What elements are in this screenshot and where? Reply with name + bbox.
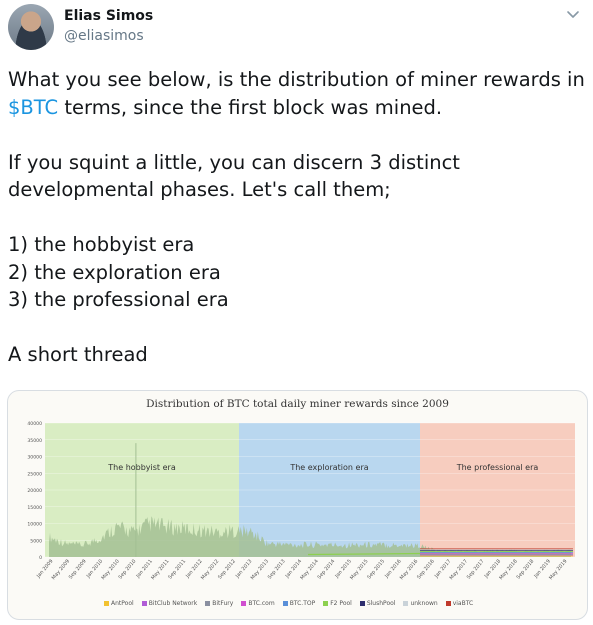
y-tick-label: 10000 bbox=[27, 522, 42, 528]
avatar[interactable] bbox=[8, 4, 54, 50]
legend-item: viaBTC bbox=[445, 600, 474, 607]
legend-swatch bbox=[403, 601, 409, 606]
legend-label: BitFury bbox=[212, 600, 234, 607]
tweet-body: What you see below, is the distribution … bbox=[8, 66, 588, 396]
legend-label: viaBTC bbox=[452, 600, 474, 607]
legend-item: BitClub Network bbox=[141, 600, 198, 607]
y-tick-label: 35000 bbox=[27, 438, 42, 444]
y-tick-label: 40000 bbox=[27, 421, 42, 427]
legend-label: SlushPool bbox=[366, 600, 396, 607]
list-item: 1) the hobbyist era bbox=[8, 233, 195, 256]
legend-item: BTC.com bbox=[241, 600, 275, 607]
legend-label: BTC.com bbox=[248, 600, 275, 607]
chart: The hobbyist era The exploration era The p… bbox=[27, 421, 575, 581]
legend-item: unknown bbox=[403, 600, 438, 607]
legend-label: F2 Pool bbox=[330, 600, 352, 607]
legend-swatch bbox=[359, 601, 365, 606]
pool-band bbox=[307, 552, 421, 556]
legend-item: F2 Pool bbox=[323, 600, 352, 607]
legend-swatch bbox=[323, 601, 329, 606]
tweet-paragraph-2: If you squint a little, you can discern … bbox=[8, 150, 460, 202]
legend-item: SlushPool bbox=[359, 600, 396, 607]
legend-item: BTC.TOP bbox=[282, 600, 316, 607]
x-tick-label: Sep 2011 bbox=[167, 558, 187, 580]
list-item: 3) the professional era bbox=[8, 288, 229, 311]
x-tick-label: Sep 2010 bbox=[118, 558, 138, 580]
y-tick-label: 15000 bbox=[27, 505, 42, 511]
era-label: The hobbyist era bbox=[107, 463, 176, 472]
author-handle[interactable]: @eliasimos bbox=[64, 28, 144, 44]
legend-item: BitFury bbox=[205, 600, 233, 607]
era-label: The exploration era bbox=[289, 463, 368, 472]
tweet-paragraph-1: What you see below, is the distribution … bbox=[8, 68, 585, 119]
y-tick-label: 20000 bbox=[27, 488, 42, 494]
x-tick-label: Sep 2014 bbox=[317, 558, 337, 580]
chart-image-card[interactable]: Distribution of BTC total daily miner re… bbox=[7, 390, 588, 620]
y-tick-label: 25000 bbox=[27, 471, 42, 477]
author-name[interactable]: Elias Simos bbox=[64, 8, 154, 24]
series-area bbox=[49, 516, 571, 557]
legend-label: unknown bbox=[410, 600, 438, 607]
cashtag-link[interactable]: $BTC bbox=[8, 95, 59, 119]
tweet-closing: A short thread bbox=[8, 343, 148, 366]
chevron-down-icon[interactable] bbox=[565, 6, 581, 22]
x-tick-label: Sep 2017 bbox=[466, 558, 486, 580]
chart-title: Distribution of BTC total daily miner re… bbox=[146, 398, 449, 410]
legend-label: BTC.TOP bbox=[289, 600, 316, 607]
x-tick-label: Sep 2012 bbox=[217, 558, 237, 580]
legend-item: AntPool bbox=[104, 600, 134, 607]
y-tick-label: 30000 bbox=[27, 455, 42, 461]
chart-legend: AntPool BitClub Network BitFury BTC.com BTC.… bbox=[104, 600, 481, 607]
y-tick-label: 5000 bbox=[30, 538, 42, 544]
x-tick-label: Sep 2016 bbox=[416, 558, 436, 580]
x-tick-label: Sep 2018 bbox=[516, 558, 536, 580]
legend-label: BitClub Network bbox=[148, 600, 198, 607]
legend-swatch bbox=[241, 601, 247, 606]
y-tick-label: 0 bbox=[39, 555, 42, 561]
legend-swatch bbox=[445, 601, 451, 606]
era-label: The professional era bbox=[456, 463, 539, 472]
x-tick-label: Sep 2015 bbox=[366, 558, 386, 580]
x-tick-label: Sep 2013 bbox=[267, 558, 287, 580]
legend-swatch bbox=[205, 601, 211, 606]
legend-label: AntPool bbox=[111, 600, 134, 607]
legend-swatch bbox=[104, 601, 109, 606]
list-item: 2) the exploration era bbox=[8, 260, 221, 284]
x-tick-label: Sep 2009 bbox=[68, 558, 88, 580]
legend-swatch bbox=[282, 601, 288, 606]
legend-swatch bbox=[141, 601, 147, 606]
